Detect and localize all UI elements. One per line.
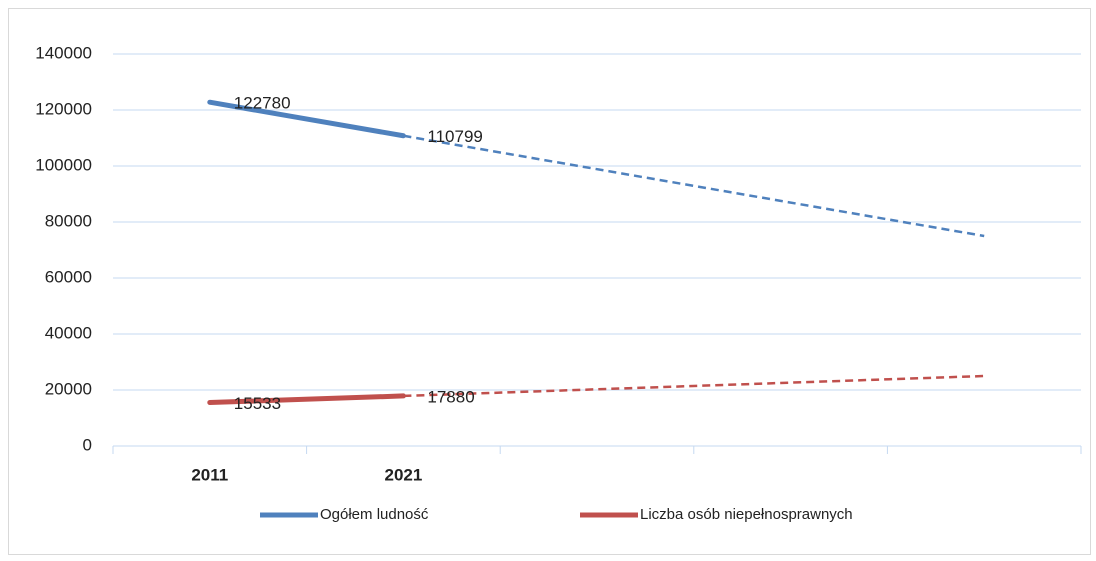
y-tick-label: 100000 [35, 155, 92, 174]
legend-label: Liczba osób niepełnosprawnych [640, 506, 853, 523]
data-label: 122780 [234, 94, 291, 113]
trend-line [403, 134, 985, 238]
data-label: 15533 [234, 394, 281, 413]
series-line [207, 99, 406, 139]
data-label: 110799 [427, 127, 482, 146]
y-tick-label: 80000 [45, 211, 92, 230]
data-label: 17880 [427, 387, 474, 406]
x-tick-label: 2021 [384, 465, 422, 484]
chart-frame [8, 8, 1091, 555]
y-tick-label: 60000 [45, 267, 92, 286]
series-line [207, 393, 406, 406]
legend-label: Ogółem ludność [320, 506, 429, 523]
y-tick-label: 40000 [45, 323, 92, 342]
y-tick-label: 20000 [45, 379, 92, 398]
y-tick-label: 140000 [35, 43, 92, 62]
y-tick-label: 0 [83, 435, 92, 454]
x-tick-label: 2011 [191, 465, 228, 484]
trend-line [403, 374, 985, 398]
y-tick-label: 120000 [35, 99, 92, 118]
